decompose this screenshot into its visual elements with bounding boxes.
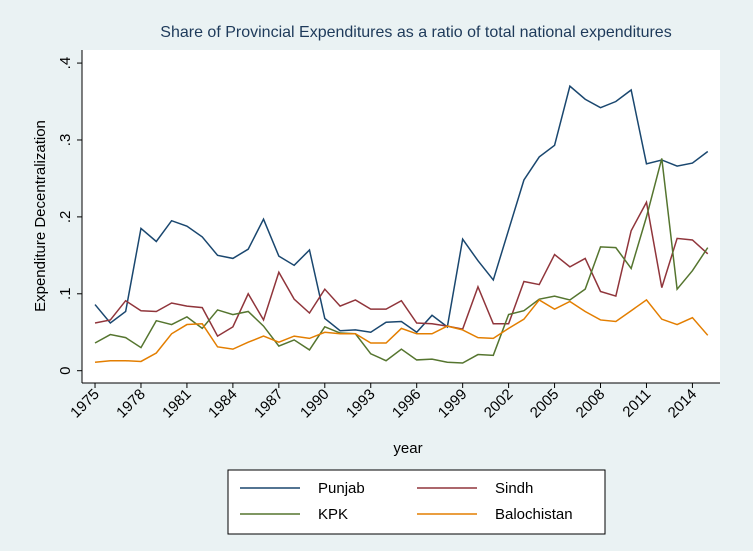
plot-area	[82, 50, 720, 383]
chart-title: Share of Provincial Expenditures as a ra…	[160, 24, 671, 41]
series-line	[94, 298, 709, 363]
x-axis-title: year	[393, 440, 422, 457]
legend-label: KPK	[318, 506, 348, 523]
y-tick-label: .1	[57, 288, 74, 301]
y-axis-title: Expenditure Decentralization	[32, 120, 49, 312]
legend-label: Punjab	[318, 480, 365, 497]
y-tick-label: .2	[57, 211, 74, 224]
legend-label: Sindh	[495, 480, 533, 497]
y-tick-label: .3	[57, 134, 74, 147]
legend-label: Balochistan	[495, 506, 573, 523]
series-line	[94, 84, 709, 334]
series-line	[94, 200, 709, 338]
y-tick-label: 0	[57, 367, 74, 375]
y-tick-label: .4	[57, 57, 74, 70]
legend-box	[227, 469, 606, 535]
